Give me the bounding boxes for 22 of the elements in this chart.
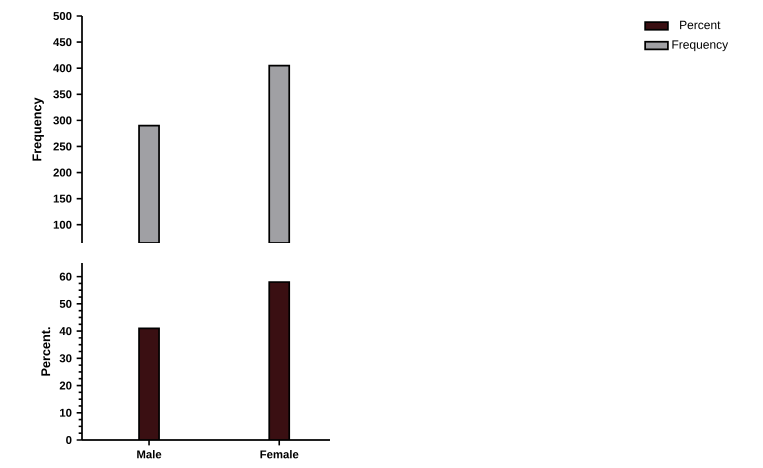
y-tick-label: 300 [53, 116, 72, 124]
legend-label: Percent [680, 20, 720, 30]
y-tick-label: 350 [53, 90, 72, 98]
y-tick-label: 450 [53, 38, 72, 46]
y-axis-title: Frequency [32, 98, 44, 161]
y-axis-title: Percent. [41, 327, 50, 376]
y-tick-label: 50 [60, 300, 72, 308]
y-tick-label: 30 [60, 354, 72, 362]
y-tick-label: 200 [53, 168, 72, 177]
y-tick-label: 40 [60, 327, 72, 336]
x-tick-label: Female [260, 450, 298, 458]
y-tick-label: 0 [66, 436, 72, 444]
y-tick-label: 60 [60, 272, 72, 281]
x-tick-label: Male [137, 450, 162, 458]
y-tick-label: 250 [53, 142, 72, 150]
legend-label: Frequency [672, 40, 728, 52]
y-tick-label: 100 [54, 220, 72, 229]
y-tick-label: 20 [60, 382, 72, 390]
y-tick-label: 10 [60, 408, 72, 417]
y-tick-label: 500 [53, 12, 72, 20]
y-tick-label: 400 [53, 64, 72, 72]
y-tick-label: 150 [54, 194, 72, 203]
